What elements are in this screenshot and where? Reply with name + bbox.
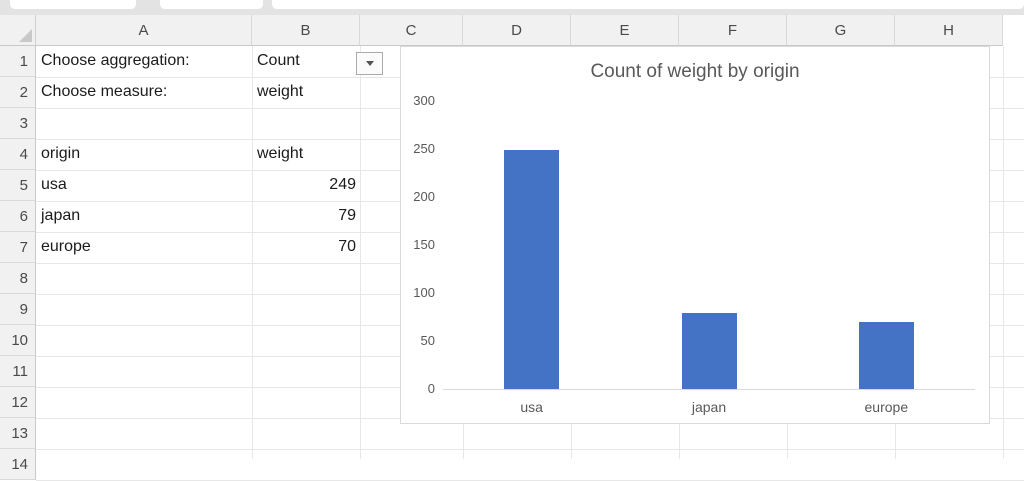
cell-A5[interactable]: usa bbox=[41, 176, 67, 193]
cell-A2[interactable]: Choose measure: bbox=[41, 83, 168, 100]
column-header-A[interactable]: A bbox=[36, 15, 252, 46]
y-axis-tick-label: 250 bbox=[413, 141, 435, 156]
y-axis-tick-label: 200 bbox=[413, 189, 435, 204]
gridline bbox=[36, 449, 1024, 450]
y-axis-tick-label: 300 bbox=[413, 93, 435, 108]
column-header-G[interactable]: G bbox=[787, 15, 895, 46]
row-header-10[interactable]: 10 bbox=[0, 325, 36, 356]
category-label-usa: usa bbox=[520, 399, 543, 415]
cell-B4[interactable]: weight bbox=[257, 145, 304, 162]
cell-B7[interactable]: 70 bbox=[338, 238, 356, 255]
cell-A7[interactable]: europe bbox=[41, 238, 91, 255]
row-header-2[interactable]: 2 bbox=[0, 77, 36, 108]
cell-A6[interactable]: japan bbox=[41, 207, 81, 224]
cell-B5[interactable]: 249 bbox=[329, 176, 356, 193]
category-label-japan: japan bbox=[691, 399, 727, 415]
row-header-13[interactable]: 13 bbox=[0, 418, 36, 449]
bar-europe[interactable] bbox=[858, 321, 914, 389]
top-bar-tab[interactable] bbox=[272, 0, 1024, 9]
y-axis-tick-label: 50 bbox=[420, 333, 435, 348]
row-header-11[interactable]: 11 bbox=[0, 356, 36, 387]
cell-A1[interactable]: Choose aggregation: bbox=[41, 52, 190, 69]
column-header-F[interactable]: F bbox=[679, 15, 787, 46]
aggregation-dropdown-button[interactable] bbox=[356, 52, 383, 75]
select-all-button[interactable] bbox=[0, 15, 36, 46]
row-header-5[interactable]: 5 bbox=[0, 170, 36, 201]
top-bar-tab[interactable] bbox=[10, 0, 136, 9]
row-header-14[interactable]: 14 bbox=[0, 449, 36, 480]
column-header-B[interactable]: B bbox=[252, 15, 360, 46]
gridline bbox=[1003, 46, 1004, 459]
cell-B2[interactable]: weight bbox=[257, 83, 304, 100]
row-header-8[interactable]: 8 bbox=[0, 263, 36, 294]
bar-japan[interactable] bbox=[681, 313, 737, 389]
top-bar-tab[interactable] bbox=[160, 0, 263, 9]
column-header-D[interactable]: D bbox=[463, 15, 571, 46]
top-bar bbox=[0, 0, 1024, 15]
row-header-7[interactable]: 7 bbox=[0, 232, 36, 263]
column-header-H[interactable]: H bbox=[895, 15, 1003, 46]
y-axis-tick-label: 100 bbox=[413, 285, 435, 300]
gridline bbox=[252, 46, 253, 459]
y-axis-tick-label: 0 bbox=[427, 381, 435, 396]
cell-B6[interactable]: 79 bbox=[338, 207, 356, 224]
cell-A4[interactable]: origin bbox=[41, 145, 81, 162]
chart-title: Count of weight by origin bbox=[590, 61, 800, 82]
chart[interactable]: Count of weight by origin 0 50 100 150 200 25… bbox=[400, 46, 990, 424]
row-header-9[interactable]: 9 bbox=[0, 294, 36, 325]
y-axis-tick-label: 150 bbox=[413, 237, 435, 252]
bar-usa[interactable] bbox=[504, 149, 560, 389]
row-header-3[interactable]: 3 bbox=[0, 108, 36, 139]
cell-B1[interactable]: Count bbox=[257, 52, 300, 69]
row-header-12[interactable]: 12 bbox=[0, 387, 36, 418]
row-header-1[interactable]: 1 bbox=[0, 46, 36, 77]
column-header-E[interactable]: E bbox=[571, 15, 679, 46]
category-label-europe: europe bbox=[864, 399, 909, 415]
row-header-6[interactable]: 6 bbox=[0, 201, 36, 232]
row-header-4[interactable]: 4 bbox=[0, 139, 36, 170]
gridline bbox=[360, 46, 361, 459]
x-axis-line bbox=[443, 389, 975, 390]
column-header-C[interactable]: C bbox=[360, 15, 463, 46]
select-all-triangle-icon bbox=[19, 29, 32, 42]
caret-down-icon bbox=[365, 61, 374, 66]
